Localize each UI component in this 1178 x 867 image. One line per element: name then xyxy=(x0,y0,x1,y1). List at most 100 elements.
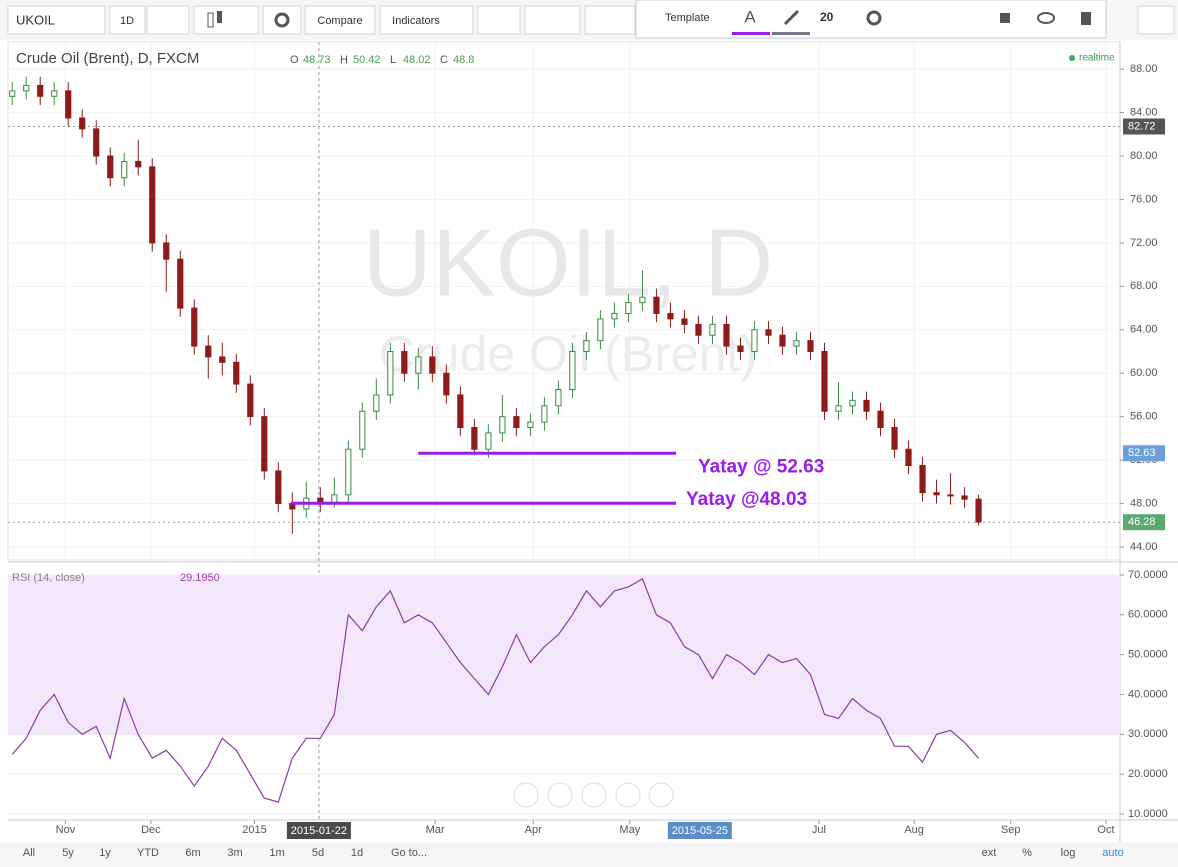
ohlc-key: O xyxy=(290,54,299,66)
watermark-symbol: UKOIL, D xyxy=(363,209,774,316)
candle-body xyxy=(849,399,856,407)
interval[interactable]: 1D xyxy=(120,15,134,27)
y-tick-label: 20.0000 xyxy=(1128,768,1168,780)
settings-button[interactable] xyxy=(262,5,302,35)
range-button[interactable]: All xyxy=(23,847,35,859)
range-button[interactable]: 5y xyxy=(62,847,74,859)
crosshair-label: 2015-05-25 xyxy=(672,825,728,837)
indicators-button[interactable] xyxy=(379,5,474,35)
range-button[interactable]: 3m xyxy=(227,847,242,859)
y-tick-label: 30.0000 xyxy=(1128,728,1168,740)
ohlc-value: 48.8 xyxy=(453,54,474,66)
candle-body xyxy=(975,498,982,523)
candle-body xyxy=(947,494,954,497)
price-label: 82.72 xyxy=(1128,120,1156,132)
candle-body xyxy=(751,329,758,352)
trash-icon[interactable] xyxy=(1081,12,1091,25)
scale-option[interactable]: % xyxy=(1022,847,1032,859)
x-tick-label: Jul xyxy=(812,824,826,836)
candle-body xyxy=(177,258,184,309)
candle-body xyxy=(121,160,128,179)
y-tick-label: 40.0000 xyxy=(1128,688,1168,700)
gear-icon[interactable] xyxy=(866,10,882,26)
drawing-toolbar xyxy=(635,0,1107,39)
eye-icon[interactable] xyxy=(1037,12,1055,24)
price-label: 46.28 xyxy=(1128,516,1156,528)
menu-button[interactable] xyxy=(146,5,190,35)
candle-body xyxy=(891,427,898,450)
candle-body xyxy=(345,448,352,496)
range-button[interactable]: 1y xyxy=(99,847,111,859)
compare[interactable]: Compare xyxy=(317,15,362,27)
template[interactable]: Template xyxy=(665,12,710,24)
scroll-right[interactable] xyxy=(648,782,674,808)
candle-body xyxy=(779,334,786,347)
color-underline xyxy=(732,32,770,35)
symbol[interactable]: UKOIL xyxy=(16,12,55,27)
candle-body xyxy=(149,166,156,244)
y-tick-label: 60.00 xyxy=(1130,367,1158,379)
range-button[interactable]: 6m xyxy=(185,847,200,859)
alert-button[interactable] xyxy=(477,5,521,35)
candle-body xyxy=(863,399,870,412)
font-size[interactable]: 20 xyxy=(820,10,834,24)
undo-redo[interactable] xyxy=(584,5,636,35)
range-button[interactable]: 1m xyxy=(269,847,284,859)
interval-button[interactable] xyxy=(109,5,146,35)
chart-style-button[interactable] xyxy=(193,5,259,35)
range-button[interactable]: YTD xyxy=(137,847,159,859)
zoom-out[interactable] xyxy=(547,782,573,808)
candle-body xyxy=(821,350,828,412)
indicators[interactable]: Indicators xyxy=(392,15,440,27)
x-tick-label: 2015 xyxy=(242,824,266,836)
candle-body xyxy=(93,128,100,157)
publish-button[interactable] xyxy=(1137,5,1175,35)
level-label: Yatay @48.03 xyxy=(686,489,807,510)
candle-body xyxy=(359,410,366,450)
candle-body xyxy=(247,383,254,418)
candle-body xyxy=(23,84,30,92)
range-button[interactable]: 1d xyxy=(351,847,363,859)
level-label: Yatay @ 52.63 xyxy=(698,456,824,477)
y-tick-label: 76.00 xyxy=(1130,193,1158,205)
status-dot xyxy=(1069,55,1075,61)
x-tick-label: Nov xyxy=(56,824,76,836)
scale-option[interactable]: auto xyxy=(1102,847,1123,859)
candle-body xyxy=(387,350,394,396)
zoom-controls xyxy=(513,782,674,808)
idea-button[interactable] xyxy=(524,5,581,35)
scale-option[interactable]: log xyxy=(1061,847,1076,859)
candle-body xyxy=(835,405,842,412)
x-tick-label: Aug xyxy=(904,824,924,836)
symbol-box[interactable] xyxy=(7,5,106,35)
candle-body xyxy=(569,350,576,391)
y-tick-label: 64.00 xyxy=(1130,324,1158,336)
scale-option[interactable]: ext xyxy=(982,847,997,859)
compare-button[interactable] xyxy=(304,5,376,35)
range-button[interactable]: 5d xyxy=(312,847,324,859)
y-tick-label: 44.00 xyxy=(1130,541,1158,553)
candle-body xyxy=(793,340,800,347)
candle-body xyxy=(919,465,926,494)
candle-body xyxy=(653,296,660,314)
candle-body xyxy=(275,470,282,505)
scroll-left[interactable] xyxy=(513,782,539,808)
candle-body xyxy=(373,394,380,412)
pencil-icon xyxy=(783,9,800,26)
candle-body xyxy=(261,416,268,472)
candle-body xyxy=(667,312,674,320)
y-tick-label: 10.0000 xyxy=(1128,808,1168,820)
text-color[interactable]: A xyxy=(744,7,756,26)
reset[interactable] xyxy=(581,782,607,808)
y-tick-label: 88.00 xyxy=(1130,63,1158,75)
lock-icon[interactable] xyxy=(1000,13,1010,23)
status: realtime xyxy=(1079,53,1115,64)
candle-body xyxy=(877,410,884,429)
range-button[interactable]: Go to... xyxy=(391,847,427,859)
rsi-title: RSI (14, close) xyxy=(12,572,85,584)
zoom-in[interactable] xyxy=(615,782,641,808)
candle-body xyxy=(233,361,240,385)
candle-body xyxy=(65,90,72,119)
